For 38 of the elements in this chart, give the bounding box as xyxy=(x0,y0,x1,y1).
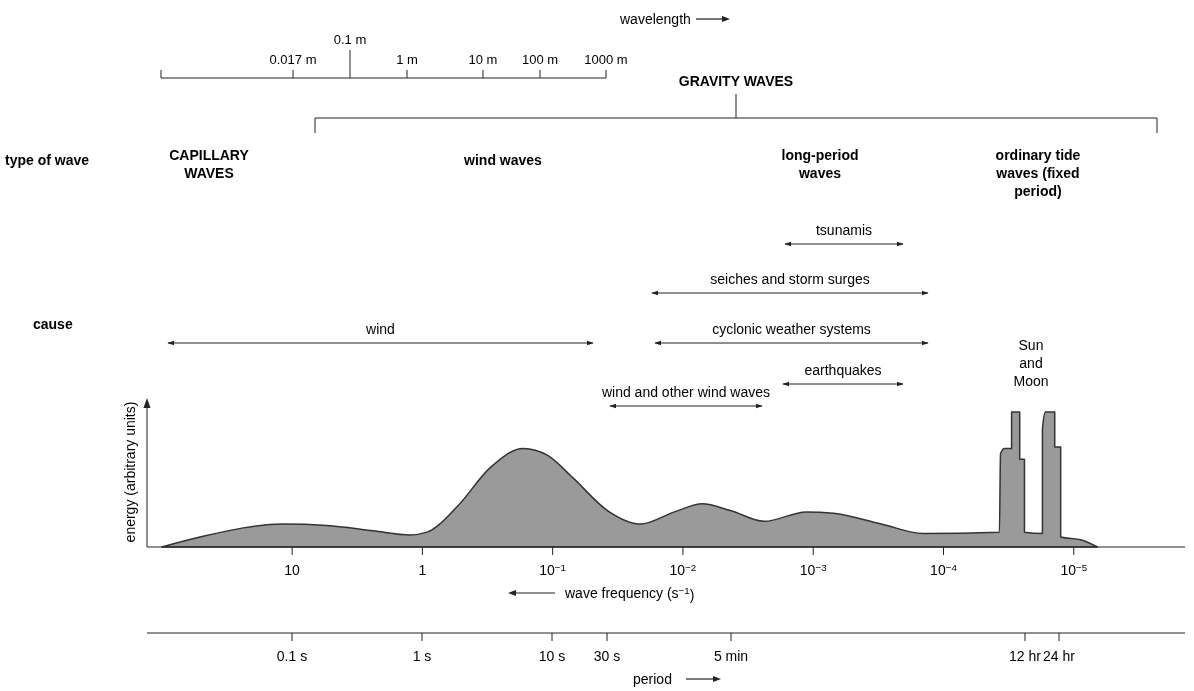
text: wind and other wind waves xyxy=(600,384,771,400)
text: 1 s xyxy=(412,648,432,664)
x-tick-label: 10$^{−1}$ xyxy=(539,561,567,578)
x-tick-label: 1 xyxy=(418,562,427,578)
text: 10 m xyxy=(468,52,498,67)
x-tick-label: 10 xyxy=(284,562,301,578)
text: Sun and Moon xyxy=(1013,337,1049,389)
text: 0.017 m xyxy=(269,52,317,67)
text: type of wave xyxy=(5,152,90,168)
text: GRAVITY WAVES xyxy=(678,73,794,89)
text: 0.1 m xyxy=(333,32,367,47)
text: 30 s xyxy=(593,648,621,664)
y-axis-title: energy (arbitrary units) xyxy=(122,401,138,543)
x-tick-label: 10$^{−2}$ xyxy=(669,561,697,578)
text: cyclonic weather systems xyxy=(712,321,871,337)
text: 5 min xyxy=(713,648,749,664)
text: 24 hr xyxy=(1043,648,1076,664)
x-tick-label: 10$^{−5}$ xyxy=(1060,561,1088,578)
text: long-period waves xyxy=(781,147,859,181)
text: tsunamis xyxy=(815,222,873,238)
text: 1 m xyxy=(396,52,418,67)
text: cause xyxy=(33,316,73,332)
x-tick-label: 10$^{−3}$ xyxy=(799,561,828,578)
text: earthquakes xyxy=(804,362,882,378)
text: ordinary tide waves (fixed period) xyxy=(995,147,1081,199)
text: wavelength xyxy=(619,11,691,27)
text: CAPILLARY WAVES xyxy=(169,147,250,181)
x-axis-title: wave frequency (s$^{−1}$) xyxy=(564,584,695,603)
text: 1000 m xyxy=(584,52,628,67)
text: 10 s xyxy=(538,648,566,664)
text: 12 hr xyxy=(1009,648,1042,664)
text: seiches and storm surges xyxy=(710,271,870,287)
x-tick-label: 10$^{−4}$ xyxy=(930,561,958,578)
text: wind waves xyxy=(463,152,543,168)
text: wind xyxy=(365,321,395,337)
text: 100 m xyxy=(521,52,559,67)
text: 0.1 s xyxy=(276,648,308,664)
text: period xyxy=(633,671,672,687)
